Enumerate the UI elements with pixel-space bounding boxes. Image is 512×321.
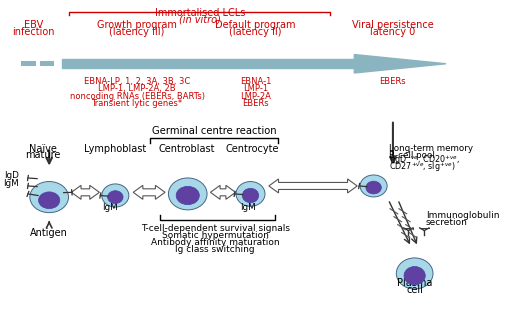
Ellipse shape xyxy=(242,188,259,203)
Polygon shape xyxy=(133,185,165,199)
Polygon shape xyxy=(71,185,99,199)
Text: Immunoglobulin: Immunoglobulin xyxy=(426,212,499,221)
Ellipse shape xyxy=(30,182,69,213)
Text: (latency II): (latency II) xyxy=(229,28,282,38)
Text: Somatic hypermutation: Somatic hypermutation xyxy=(162,231,269,240)
Text: EBERs: EBERs xyxy=(379,77,406,86)
Text: Lymphoblast: Lymphoblast xyxy=(84,144,146,154)
Text: Ig class switching: Ig class switching xyxy=(176,245,255,254)
Text: latency 0: latency 0 xyxy=(370,28,416,38)
Text: LMP-2A: LMP-2A xyxy=(240,92,271,101)
Text: infection: infection xyxy=(12,28,54,38)
Text: Transient lytic genes*: Transient lytic genes* xyxy=(92,99,183,108)
Text: T-cell-dependent survival signals: T-cell-dependent survival signals xyxy=(141,224,290,233)
Ellipse shape xyxy=(404,266,425,285)
Polygon shape xyxy=(354,55,446,73)
Ellipse shape xyxy=(38,192,60,209)
Text: B-cell pool: B-cell pool xyxy=(389,151,435,160)
Text: mature: mature xyxy=(25,150,60,160)
Ellipse shape xyxy=(396,258,433,289)
Text: Plasma: Plasma xyxy=(397,278,432,289)
Ellipse shape xyxy=(360,175,387,197)
Ellipse shape xyxy=(168,178,207,210)
Text: Default program: Default program xyxy=(215,21,295,30)
Text: cell: cell xyxy=(406,285,423,295)
Text: Immortalised LCLs: Immortalised LCLs xyxy=(155,8,245,18)
Text: IgM: IgM xyxy=(240,204,256,213)
Text: Germinal centre reaction: Germinal centre reaction xyxy=(152,126,276,136)
Text: secretion: secretion xyxy=(426,218,467,227)
FancyBboxPatch shape xyxy=(21,61,36,66)
Polygon shape xyxy=(62,59,354,68)
Ellipse shape xyxy=(108,191,123,204)
Text: LMP-1, LMP-2A, 2B: LMP-1, LMP-2A, 2B xyxy=(98,84,176,93)
Polygon shape xyxy=(269,179,357,193)
Ellipse shape xyxy=(366,181,381,194)
Ellipse shape xyxy=(176,186,199,205)
Text: LMP-1: LMP-1 xyxy=(243,84,268,93)
Text: IgM: IgM xyxy=(102,204,117,213)
Text: IgD: IgD xyxy=(5,171,19,180)
Text: CD27$^{+ve}$, sIg$^{+ve}$): CD27$^{+ve}$, sIg$^{+ve}$) xyxy=(389,160,456,174)
Ellipse shape xyxy=(102,184,129,207)
Text: (in vitro): (in vitro) xyxy=(179,15,221,25)
Text: Naïve: Naïve xyxy=(29,144,57,154)
Text: (IgD$^{-ve}$, CD20$^{+ve}$,: (IgD$^{-ve}$, CD20$^{+ve}$, xyxy=(389,153,460,167)
Text: EBERs: EBERs xyxy=(242,99,269,108)
Text: EBV: EBV xyxy=(24,21,43,30)
Text: IgM: IgM xyxy=(4,179,19,188)
Text: Centrocyte: Centrocyte xyxy=(225,144,279,154)
Text: Antibody affinity maturation: Antibody affinity maturation xyxy=(151,238,280,247)
Text: (latency III): (latency III) xyxy=(110,28,165,38)
Ellipse shape xyxy=(236,182,265,206)
FancyBboxPatch shape xyxy=(39,61,54,66)
Text: Growth program: Growth program xyxy=(97,21,177,30)
Text: noncoding RNAs (EBERs, BARTs): noncoding RNAs (EBERs, BARTs) xyxy=(70,92,205,101)
Text: Viral persistence: Viral persistence xyxy=(352,21,434,30)
Polygon shape xyxy=(210,185,236,199)
Text: Long-term memory: Long-term memory xyxy=(389,144,473,153)
Text: EBNA-LP, 1, 2, 3A, 3B, 3C: EBNA-LP, 1, 2, 3A, 3B, 3C xyxy=(84,77,190,86)
Text: EBNA-1: EBNA-1 xyxy=(240,77,271,86)
Text: Centroblast: Centroblast xyxy=(158,144,215,154)
Text: Antigen: Antigen xyxy=(30,228,68,238)
